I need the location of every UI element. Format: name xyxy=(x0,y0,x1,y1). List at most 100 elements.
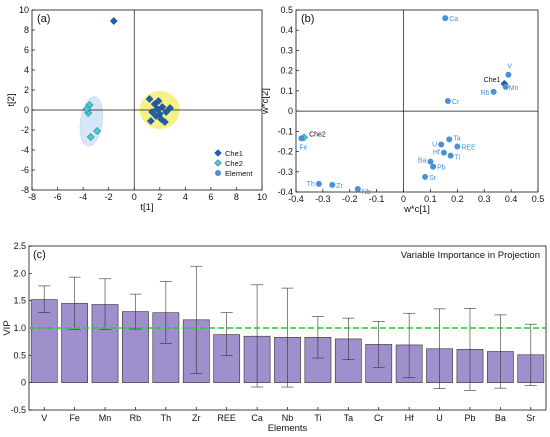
panel-b-frame xyxy=(296,10,538,192)
x-tick-label: 0.5 xyxy=(532,194,545,204)
y-tick-label: 2.5 xyxy=(13,241,26,251)
x-tick-label: 10 xyxy=(257,192,267,202)
x-tick-label: 2 xyxy=(157,192,162,202)
point-label-v: V xyxy=(507,64,512,71)
data-point-ba xyxy=(427,159,433,165)
x-tick-label: -6 xyxy=(54,192,62,202)
point-label-ti: Ti xyxy=(455,155,461,162)
x-tick-label: Zr xyxy=(192,413,201,423)
data-point-fe xyxy=(298,135,304,141)
x-tick-label: 0 xyxy=(401,194,406,204)
y-tick-label: 4 xyxy=(24,65,29,75)
x-tick-label: -0.3 xyxy=(315,194,331,204)
y-tick-label: -2 xyxy=(21,125,29,135)
legend-marker-che2 xyxy=(215,160,222,167)
y-tick-label: -0.5 xyxy=(10,405,26,415)
panel-b-ticks: -0.4 -0.3 -0.2 -0.1 0 0.1 0.2 0.3 0.4 0.5 -0.4 -0.3… xyxy=(277,5,544,204)
panel-c-title: Variable Importance in Projection xyxy=(401,250,540,261)
y-tick-label: 0.5 xyxy=(280,5,293,15)
data-point-zr xyxy=(329,182,335,188)
panel-a-y-axis-label: t[2] xyxy=(6,93,17,106)
point-label-pb: Pb xyxy=(437,165,446,172)
y-tick-label: -6 xyxy=(21,165,29,175)
legend-marker-che1 xyxy=(215,150,222,157)
x-tick-label: V xyxy=(41,413,47,423)
panel-b-x-axis-label: w*c[1] xyxy=(403,204,430,215)
y-tick-label: -4 xyxy=(21,145,29,155)
point-label-mn: Mn xyxy=(509,85,519,92)
y-tick-label: 0 xyxy=(24,105,29,115)
panel-c-label: (c) xyxy=(33,249,46,261)
x-tick-label: -0.2 xyxy=(342,194,358,204)
point-label-zr: Zr xyxy=(336,183,343,190)
y-tick-label: -0.2 xyxy=(277,147,293,157)
y-tick-label: 0 xyxy=(288,106,293,116)
y-tick-label: -0.1 xyxy=(277,126,293,136)
point-label-ta: Ta xyxy=(453,135,461,142)
y-tick-label: 0.2 xyxy=(280,66,293,76)
panel-b-y-axis-label: w*c[2] xyxy=(260,88,271,115)
x-tick-label: 8 xyxy=(234,192,239,202)
data-point-sr xyxy=(422,174,428,180)
x-tick-label: 0 xyxy=(132,192,137,202)
data-point-ti xyxy=(448,153,454,159)
x-tick-label: 0.1 xyxy=(424,194,437,204)
y-tick-label: 8 xyxy=(24,25,29,35)
x-tick-label: Sr xyxy=(526,413,535,423)
y-tick-label: -0.4 xyxy=(277,187,293,197)
y-tick-label: 0 xyxy=(21,378,26,388)
y-tick-label: -8 xyxy=(21,185,29,195)
x-tick-label: -2 xyxy=(105,192,113,202)
point-label-ba: Ba xyxy=(418,158,427,165)
x-tick-label: Cr xyxy=(374,413,384,423)
y-tick-label: 2 xyxy=(24,85,29,95)
point-label-nb: Nb xyxy=(362,189,371,196)
data-point-ree xyxy=(454,144,460,150)
point-label-che1: Che1 xyxy=(484,77,501,84)
panel-c-y-axis-label: VIP xyxy=(2,320,13,335)
x-tick-label: Mn xyxy=(99,413,112,423)
x-tick-label: Ti xyxy=(314,413,321,423)
data-point-hf xyxy=(441,150,447,156)
point-label-ca: Ca xyxy=(449,16,458,23)
panel-c-x-axis-label: Elements xyxy=(268,423,308,434)
panel-b-label: (b) xyxy=(301,13,314,25)
point-label-u: U xyxy=(432,141,437,148)
point-label-rb: Rb xyxy=(481,90,490,97)
x-tick-label: 6 xyxy=(208,192,213,202)
x-tick-label: 0.3 xyxy=(478,194,491,204)
data-point-nb xyxy=(355,186,361,192)
x-tick-label: Th xyxy=(161,413,172,423)
point-label-che2: Che2 xyxy=(309,131,326,138)
legend-label-che2: Che2 xyxy=(225,159,243,168)
data-point-rb xyxy=(491,89,497,95)
y-tick-label: 0.5 xyxy=(13,350,26,360)
data-point-ta xyxy=(446,136,452,142)
x-tick-label: Ba xyxy=(495,413,506,423)
x-tick-label: -0.1 xyxy=(369,194,385,204)
y-tick-label: -0.3 xyxy=(277,167,293,177)
point-label-hf: Hf xyxy=(433,150,440,157)
x-tick-label: Fe xyxy=(69,413,80,423)
point-label-ree: REE xyxy=(461,145,476,152)
y-tick-label: 2.0 xyxy=(13,268,26,278)
x-tick-label: REE xyxy=(217,413,236,423)
data-point-cr xyxy=(445,98,451,104)
panel-a-x-axis-label: t[1] xyxy=(140,202,153,213)
x-tick-label: 0.2 xyxy=(451,194,464,204)
x-tick-label: Nb xyxy=(282,413,294,423)
point-label-fe: Fe xyxy=(299,144,307,151)
x-tick-label: -8 xyxy=(28,192,36,202)
data-point-u xyxy=(438,141,444,147)
y-tick-label: 0.1 xyxy=(280,86,293,96)
y-tick-label: 6 xyxy=(24,45,29,55)
data-point-ca xyxy=(442,15,448,21)
x-tick-label: U xyxy=(436,413,443,423)
data-point-che1 xyxy=(110,17,117,24)
x-tick-label: 4 xyxy=(183,192,188,202)
y-tick-label: 1.0 xyxy=(13,323,26,333)
data-point-th xyxy=(316,181,322,187)
